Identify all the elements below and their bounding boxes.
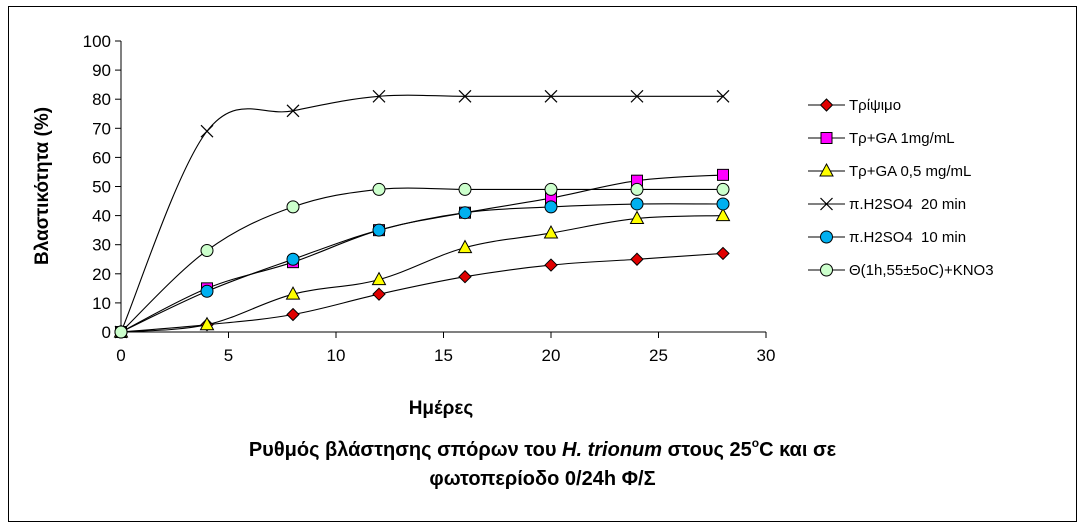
legend-entry: Τρ+GA 0,5 mg/mL	[808, 162, 971, 180]
series-line	[120, 94, 723, 333]
series-line	[120, 215, 724, 333]
legend-label: Θ(1h,55±5oC)+KNO3	[849, 262, 994, 279]
series-6	[114, 182, 730, 339]
data-point	[286, 200, 300, 214]
y-tick-label: 80	[92, 90, 111, 109]
legend-label: Τρίψιμο	[849, 97, 901, 114]
data-point	[629, 210, 645, 225]
legend-entry: π.H2SO4 10 min	[808, 229, 966, 246]
data-point	[457, 239, 473, 254]
y-tick-label: 70	[92, 119, 111, 138]
legend-marker	[819, 162, 834, 177]
legend-entry: Τρίψιμο	[808, 97, 901, 114]
x-axis-title: Ημέρες	[409, 398, 474, 419]
x-tick-label: 25	[649, 346, 668, 365]
series-3	[113, 207, 731, 338]
y-tick-label: 40	[92, 207, 111, 226]
data-point	[630, 182, 644, 196]
data-point	[286, 252, 300, 266]
legend-marker	[820, 230, 833, 244]
y-axis-title: Βλαστικότητα (%)	[32, 107, 53, 265]
series-line	[120, 252, 724, 333]
chart-series-layer	[113, 89, 731, 339]
series-line	[120, 203, 724, 333]
data-point	[716, 246, 730, 261]
caption-species: H. trionum	[562, 439, 663, 461]
caption-degree: o	[751, 436, 760, 450]
data-point	[716, 182, 730, 196]
legend-label: π.H2SO4 10 min	[849, 229, 966, 246]
y-tick-label: 0	[102, 323, 111, 342]
caption-middle: στους 25	[662, 439, 752, 461]
data-point	[372, 287, 386, 301]
series-1	[114, 246, 730, 339]
y-tick-label: 50	[92, 178, 111, 197]
legend-marker	[820, 197, 833, 211]
x-tick-label: 15	[434, 346, 453, 365]
data-point	[372, 182, 386, 196]
x-tick-label: 5	[224, 346, 233, 365]
series-4	[114, 89, 730, 339]
data-point	[199, 316, 215, 331]
chart-frame	[8, 6, 1077, 522]
y-tick-label: 10	[92, 294, 111, 313]
data-point	[285, 286, 301, 300]
y-tick-label: 60	[92, 148, 111, 167]
legend-label: Τρ+GA 0,5 mg/mL	[849, 163, 971, 180]
chart-caption: Ρυθμός βλάστησης σπόρων του H. trionum σ…	[0, 436, 1085, 494]
data-point	[716, 197, 730, 211]
data-point	[371, 271, 387, 286]
data-point	[544, 258, 558, 272]
data-point	[458, 270, 472, 284]
x-tick-label: 0	[116, 346, 125, 365]
data-point	[715, 207, 731, 222]
data-point	[458, 182, 472, 196]
x-tick-label: 30	[757, 346, 776, 365]
data-point	[544, 200, 558, 214]
chart-legend: Τρίψιμο Τρ+GA 1mg/mL Τρ+GA 0,5 mg/mL π.H2SO…	[808, 97, 994, 279]
data-point	[716, 89, 730, 103]
legend-marker	[820, 132, 833, 144]
x-tick-label: 10	[327, 346, 346, 365]
data-point	[543, 225, 559, 239]
legend-label: Τρ+GA 1mg/mL	[849, 130, 955, 147]
x-tick-label: 20	[542, 346, 561, 365]
y-tick-label: 30	[92, 236, 111, 255]
caption-line-1: Ρυθμός βλάστησης σπόρων του H. trionum σ…	[0, 436, 1085, 465]
caption-suffix: C και σε	[759, 439, 837, 461]
data-point	[372, 223, 386, 237]
legend-label: π.H2SO4 20 min	[849, 196, 966, 213]
caption-prefix: Ρυθμός βλάστησης σπόρων του	[248, 439, 563, 461]
data-point	[717, 168, 729, 181]
y-tick-label: 90	[92, 61, 111, 80]
y-tick-label: 100	[83, 32, 111, 51]
data-point	[544, 182, 558, 196]
chart-axes: 0 10 20 30 40 50 60 70 80 90 100 0 5 10 15 20 25 30	[83, 32, 776, 365]
data-point	[458, 89, 472, 103]
data-point	[630, 197, 644, 211]
legend-marker	[819, 98, 834, 112]
data-point	[200, 284, 214, 298]
data-point	[114, 325, 128, 339]
data-point	[286, 307, 300, 322]
legend-entry: π.H2SO4 20 min	[808, 196, 966, 213]
legend-entry: Θ(1h,55±5oC)+KNO3	[808, 262, 994, 279]
data-point	[286, 104, 300, 118]
data-point	[630, 89, 644, 103]
data-point	[458, 206, 472, 220]
data-point	[372, 89, 386, 103]
data-point	[544, 89, 558, 103]
legend-marker	[820, 263, 833, 277]
caption-line-2: φωτοπερίοδο 0/24h Φ/Σ	[429, 468, 656, 490]
data-point	[200, 124, 214, 138]
legend-entry: Τρ+GA 1mg/mL	[808, 130, 955, 147]
data-point	[200, 244, 214, 258]
y-tick-label: 20	[92, 265, 111, 284]
data-point	[630, 252, 644, 266]
